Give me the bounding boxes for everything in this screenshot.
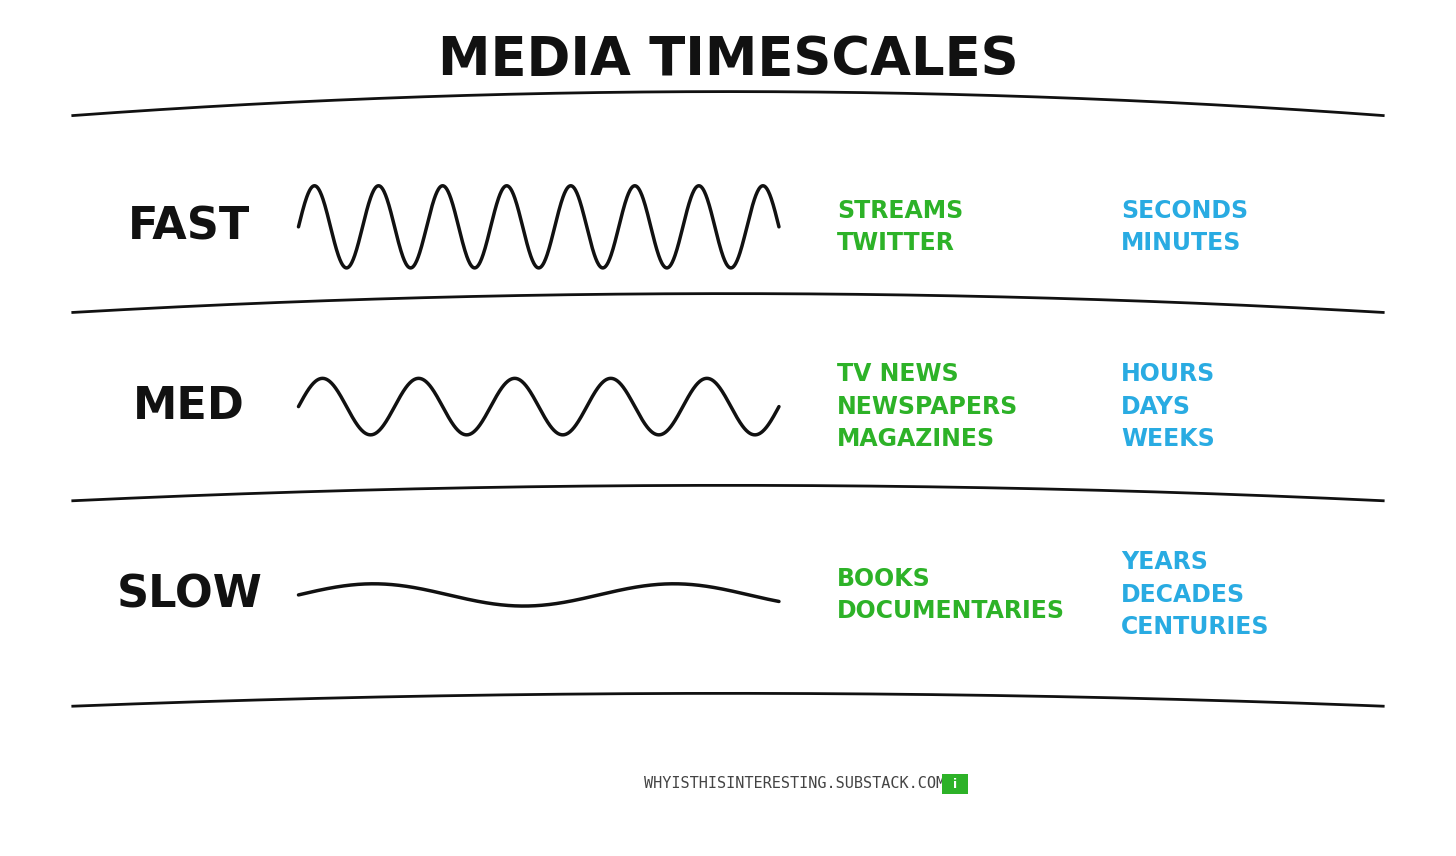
Text: NEWSPAPERS: NEWSPAPERS	[837, 395, 1018, 419]
Text: i: i	[954, 777, 957, 791]
Text: WEEKS: WEEKS	[1121, 427, 1214, 451]
Text: MED: MED	[134, 385, 245, 428]
Text: TWITTER: TWITTER	[837, 231, 955, 255]
FancyBboxPatch shape	[942, 774, 968, 794]
Text: STREAMS: STREAMS	[837, 199, 964, 223]
Text: TV NEWS: TV NEWS	[837, 362, 960, 386]
Text: HOURS: HOURS	[1121, 362, 1216, 386]
Text: SLOW: SLOW	[116, 574, 262, 616]
Text: WHYISTHISINTERESTING.SUBSTACK.COM: WHYISTHISINTERESTING.SUBSTACK.COM	[644, 776, 945, 791]
Text: DECADES: DECADES	[1121, 583, 1245, 607]
Text: BOOKS: BOOKS	[837, 567, 930, 591]
Text: CENTURIES: CENTURIES	[1121, 615, 1270, 639]
Text: SECONDS: SECONDS	[1121, 199, 1248, 223]
Text: YEARS: YEARS	[1121, 550, 1208, 574]
Text: MINUTES: MINUTES	[1121, 231, 1242, 255]
Text: DAYS: DAYS	[1121, 395, 1191, 419]
Text: MEDIA TIMESCALES: MEDIA TIMESCALES	[438, 34, 1018, 86]
Text: FAST: FAST	[128, 205, 250, 248]
Text: DOCUMENTARIES: DOCUMENTARIES	[837, 599, 1066, 623]
Text: MAGAZINES: MAGAZINES	[837, 427, 996, 451]
